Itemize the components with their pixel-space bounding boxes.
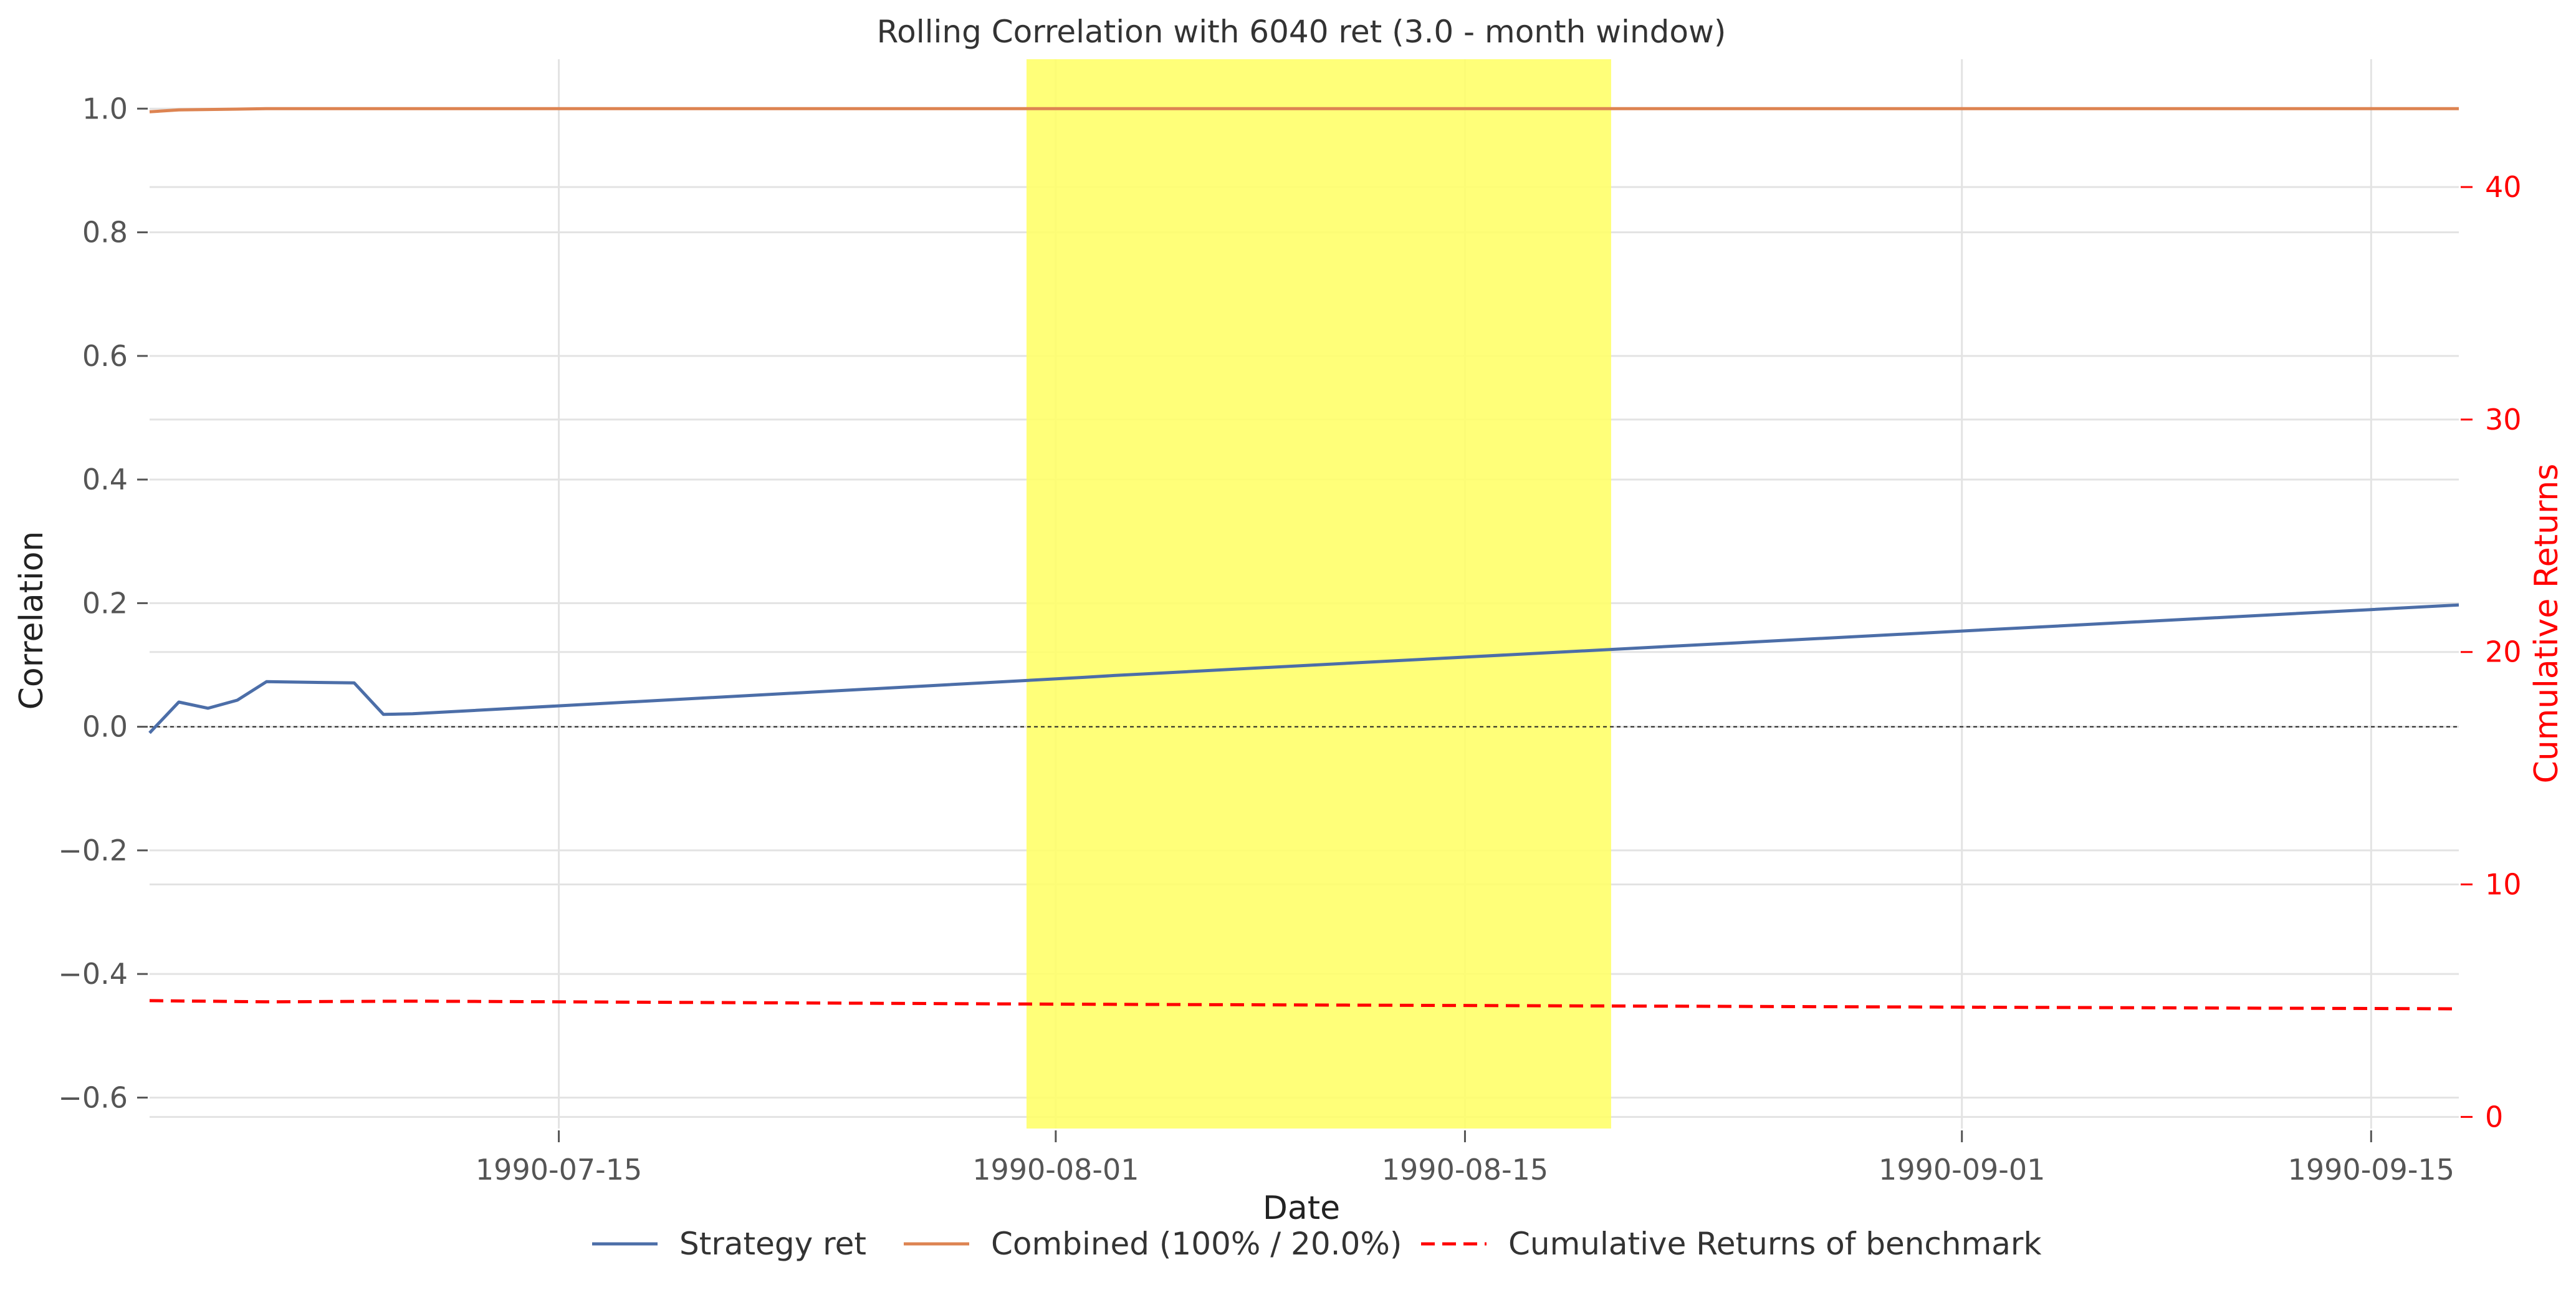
y-axis-label: Correlation xyxy=(13,531,50,710)
legend: Strategy ret Combined (100% / 20.0%) Cumul… xyxy=(592,1226,2041,1262)
x-tick-label: 1990-09-15 xyxy=(2288,1153,2454,1187)
y-axis-label-right: Cumulative Returns xyxy=(2528,464,2565,784)
y-tick-label: −0.4 xyxy=(58,957,128,991)
ticks-layer: 1.00.80.60.40.20.0−0.2−0.4−0.64030201001… xyxy=(58,92,2521,1187)
series-line-2 xyxy=(149,107,2459,113)
series-layer xyxy=(148,107,2459,1011)
series-line-3 xyxy=(149,999,2459,1011)
legend-label-3: Cumulative Returns of benchmark xyxy=(1508,1226,2041,1262)
x-tick-label: 1990-07-15 xyxy=(476,1153,642,1187)
y-tick-label: 0.2 xyxy=(82,586,128,620)
y-tick-label: 0.4 xyxy=(82,463,128,496)
y-tick-label: 0.0 xyxy=(82,710,128,744)
series-line-1 xyxy=(148,603,2459,734)
x-axis-label: Date xyxy=(1263,1190,1340,1227)
y-tick-label: 0.6 xyxy=(82,339,128,373)
y-right-tick-label: 40 xyxy=(2485,170,2522,204)
y-right-tick-label: 0 xyxy=(2485,1100,2503,1134)
y-tick-label: 1.0 xyxy=(82,92,128,125)
highlight-layer xyxy=(1026,59,1611,1129)
y-tick-label: −0.6 xyxy=(58,1081,128,1114)
highlight-band xyxy=(1026,59,1611,1129)
y-right-tick-label: 10 xyxy=(2485,868,2522,902)
y-tick-label: −0.2 xyxy=(58,834,128,867)
x-tick-label: 1990-08-01 xyxy=(972,1153,1139,1187)
legend-label-1: Strategy ret xyxy=(679,1226,866,1262)
y-right-tick-label: 20 xyxy=(2485,635,2522,669)
chart-title: Rolling Correlation with 6040 ret (3.0 -… xyxy=(877,14,1726,50)
x-tick-label: 1990-08-15 xyxy=(1382,1153,1548,1187)
x-tick-label: 1990-09-01 xyxy=(1879,1153,2045,1187)
y-right-tick-label: 30 xyxy=(2485,403,2522,436)
legend-label-2: Combined (100% / 20.0%) xyxy=(991,1226,1402,1262)
y-tick-label: 0.8 xyxy=(82,216,128,249)
